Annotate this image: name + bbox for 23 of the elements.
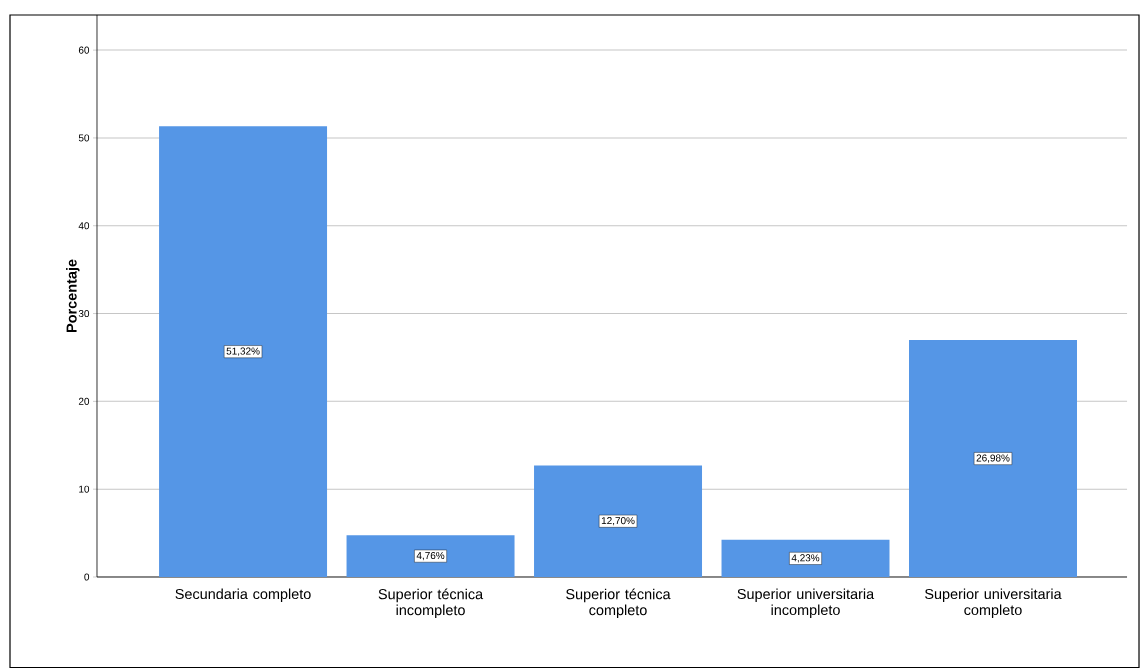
y-tick-label: 10 <box>79 485 90 493</box>
y-tick-label: 20 <box>78 397 90 405</box>
x-tick-label: Superior técnica incompleto <box>378 588 484 619</box>
y-tick-label: 30 <box>78 309 90 318</box>
bar <box>159 126 328 577</box>
y-tick-label: 50 <box>78 134 90 142</box>
data-label: 26,98% <box>976 454 1010 463</box>
data-label: 4,76% <box>416 551 445 561</box>
bar <box>721 539 890 577</box>
y-tick-label: 0 <box>84 573 90 581</box>
x-tick-label: Superior universitaria completo <box>925 588 1062 618</box>
x-tick-label: Superior técnica completo <box>566 588 671 619</box>
y-tick-label: 60 <box>78 46 90 54</box>
data-label: 51,32% <box>226 347 260 356</box>
x-tick-label: Secundaria completo <box>175 588 311 602</box>
x-tick-label: Superior universitaria incompleto <box>737 588 875 618</box>
y-axis-title: Porcentaje <box>66 259 80 332</box>
bar <box>346 535 515 577</box>
data-label: 12,70% <box>601 517 635 526</box>
y-tick-label: 40 <box>78 222 90 230</box>
data-label: 4,23% <box>791 554 820 563</box>
bar <box>909 340 1077 577</box>
bar <box>534 465 703 577</box>
